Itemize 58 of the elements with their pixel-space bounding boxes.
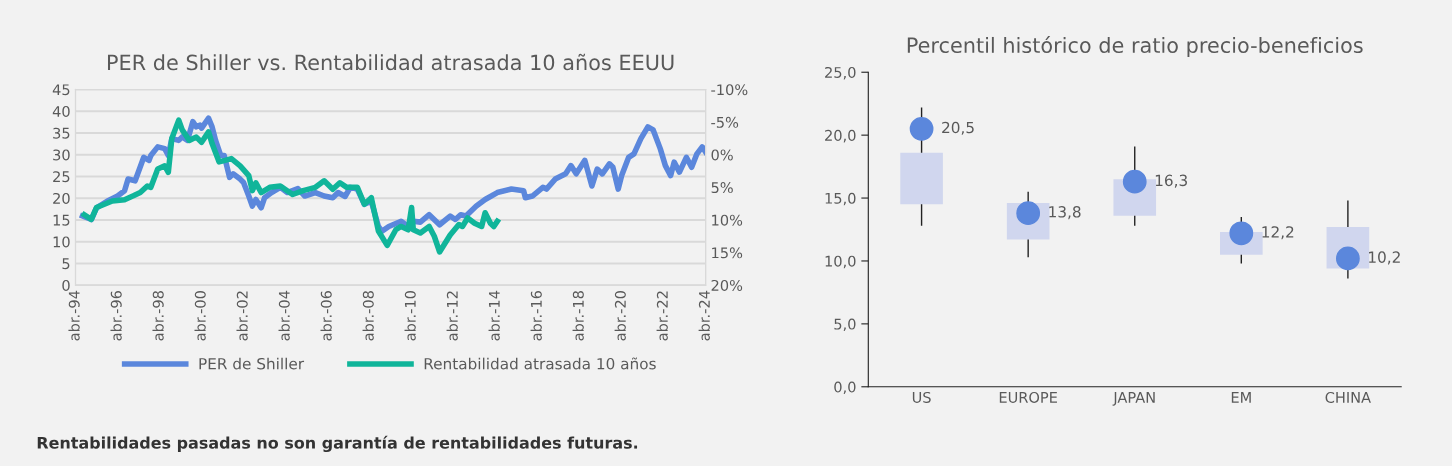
- y-tick-label: 10: [53, 236, 70, 248]
- data-label: 10,2: [1369, 251, 1400, 265]
- y-tick-label: 25,0: [825, 66, 856, 80]
- x-tick-label: abr.-94: [68, 290, 80, 341]
- x-tick-label: EUROPE: [999, 391, 1057, 403]
- x-tick-label: abr.-18: [572, 291, 584, 341]
- y-tick-label: 40: [52, 105, 70, 117]
- y-tick-label: 20: [53, 192, 70, 204]
- data-label: 13,8: [1049, 206, 1081, 220]
- y-tick-label: 0: [62, 279, 70, 291]
- y-tick-label: 30: [53, 149, 70, 161]
- x-tick-label: EM: [1231, 392, 1251, 403]
- legend-label: PER de Shiller: [199, 357, 305, 370]
- x-tick-label: abr.-00: [194, 291, 206, 341]
- x-tick-label: abr.-98: [152, 291, 164, 341]
- y2-tick-label: 15%: [712, 247, 743, 259]
- x-tick-label: abr.-12: [446, 291, 458, 341]
- x-tick-label: abr.-16: [530, 290, 542, 341]
- y-tick-label: 45: [52, 84, 70, 96]
- x-tick-label: abr.-20: [614, 291, 626, 341]
- y-tick-label: 10,0: [825, 255, 856, 269]
- data-label: 12,2: [1262, 226, 1294, 240]
- y2-tick-label: 5%: [711, 182, 733, 194]
- y-tick-label: 25: [53, 171, 70, 183]
- y-tick-label: 20,0: [825, 129, 856, 143]
- legend-label: Rentabilidad atrasada 10 años: [424, 357, 656, 370]
- y-tick-label: 5: [62, 258, 70, 270]
- x-tick-label: abr.-04: [278, 290, 290, 341]
- point: [1229, 221, 1254, 246]
- x-tick-label: abr.-08: [362, 291, 374, 341]
- bar: [900, 152, 943, 205]
- y2-tick-label: -5%: [711, 116, 739, 128]
- chart-title: Percentil histórico de ratio precio-beneficios: [907, 36, 1363, 58]
- x-tick-label: abr.-06: [320, 290, 332, 341]
- x-tick-label: JAPAN: [1112, 392, 1155, 406]
- point: [1122, 169, 1147, 194]
- y2-tick-label: 20%: [711, 279, 743, 291]
- data-label: 16,3: [1155, 174, 1187, 188]
- x-tick-label: abr.-22: [656, 291, 668, 341]
- y2-tick-label: 0%: [711, 149, 733, 161]
- x-tick-label: abr.-02: [236, 291, 248, 341]
- x-tick-label: abr.-10: [404, 291, 416, 341]
- x-tick-label: CHINA: [1325, 391, 1371, 403]
- point: [909, 116, 934, 141]
- y-tick-label: 15,0: [825, 192, 856, 206]
- x-tick-label: US: [912, 391, 931, 403]
- y-tick-label: 5,0: [834, 318, 856, 332]
- x-tick-label: abr.-24: [698, 290, 710, 341]
- y2-tick-label: 10%: [712, 214, 743, 226]
- y-tick-label: 15: [53, 214, 70, 226]
- text: Rentabilidades pasadas no son garantía de rentabilidades futuras.: [37, 435, 638, 453]
- chart-title: PER de Shiller vs. Rentabilidad atrasada 10 años EEUU: [107, 53, 674, 71]
- data-label: 20,5: [942, 121, 974, 135]
- y-tick-label: 0,0: [834, 381, 856, 395]
- x-tick-label: abr.-14: [488, 290, 500, 341]
- y2-tick-label: -10%: [711, 84, 748, 96]
- y-tick-label: 35: [53, 127, 70, 139]
- x-tick-label: abr.-96: [110, 290, 122, 341]
